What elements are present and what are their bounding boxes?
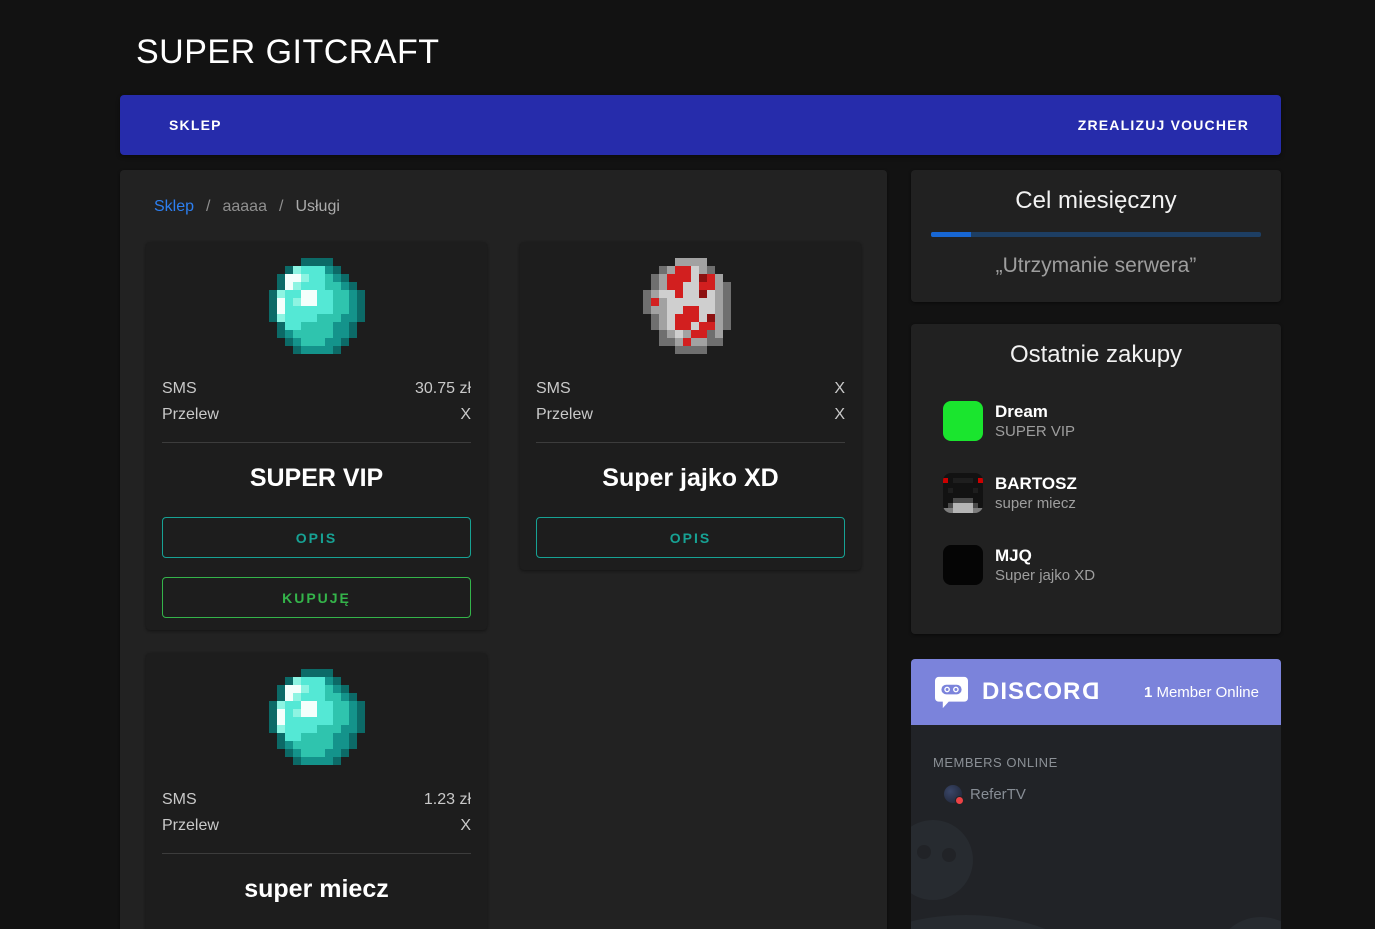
product-grid: SMS 30.75 zł Przelew X SUPER VIP OPIS KUPUJĘ…	[146, 242, 861, 929]
discord-member-row: ReferTV	[933, 785, 1259, 805]
members-online-list: ReferTV	[933, 785, 1259, 805]
breadcrumb-item-aaaaa: aaaaa	[222, 198, 267, 215]
member-status-dot	[955, 796, 964, 805]
opis-button[interactable]: OPIS	[162, 517, 471, 558]
payment-row: Przelew X	[528, 402, 853, 428]
purchase-row: BARTOSZ super miecz	[911, 473, 1281, 513]
payment-row: Przelew X	[154, 813, 479, 839]
purchase-row: Dream SUPER VIP	[911, 401, 1281, 441]
purchase-item-name: SUPER VIP	[995, 422, 1076, 440]
shop-panel: Sklep / aaaaa / Usługi SMS 30.75 zł Przelew X S…	[120, 170, 887, 929]
opis-button[interactable]: OPIS	[536, 517, 845, 558]
monthly-goal-card: Cel miesięczny „Utrzymanie serwera”	[911, 170, 1281, 302]
member-avatar	[944, 785, 964, 805]
nav-item-zrealizuj-voucher[interactable]: ZREALIZUJ VOUCHER	[1077, 117, 1249, 133]
product-buttons: OPIS KUPUJĘ	[154, 517, 479, 618]
product-title: super miecz	[244, 875, 389, 903]
payment-price-value: X	[834, 380, 845, 397]
breadcrumb-item-usługi: Usługi	[295, 198, 340, 215]
discord-widget: DISCORD 1 Member Online	[911, 659, 1281, 929]
payment-price-value: X	[834, 406, 845, 423]
payment-rows: SMS 30.75 zł Przelew X	[154, 376, 479, 428]
breadcrumb: Sklep / aaaaa / Usługi	[146, 198, 861, 216]
discord-logo-icon	[933, 676, 970, 709]
payment-rows: SMS X Przelew X	[528, 376, 853, 428]
top-nav: SKLEP ZREALIZUJ VOUCHER	[120, 95, 1281, 155]
purchase-row: MJQ Super jajko XD	[911, 545, 1281, 585]
breadcrumb-separator: /	[278, 198, 284, 215]
product-title: SUPER VIP	[249, 464, 384, 492]
purchase-player-name: MJQ	[995, 545, 1032, 565]
recent-purchases-card: Ostatnie zakupy Dream SUPER VIP BARTOSZ …	[911, 324, 1281, 634]
payment-price-value: X	[460, 406, 471, 423]
recent-purchases-title: Ostatnie zakupy	[1009, 341, 1183, 368]
product-card: SMS X Przelew X Super jajko XD OPIS	[520, 242, 861, 570]
player-avatar	[943, 473, 983, 513]
recent-purchases-list: Dream SUPER VIP BARTOSZ super miecz MJQ …	[911, 401, 1281, 585]
goal-progress-fill	[931, 232, 971, 237]
breadcrumb-item-sklep[interactable]: Sklep	[154, 198, 195, 215]
payment-method-label: SMS	[536, 380, 571, 397]
payment-row: SMS X	[528, 376, 853, 402]
payment-row: SMS 1.23 zł	[154, 787, 479, 813]
goal-progress-bar	[931, 232, 1261, 237]
payment-rows: SMS 1.23 zł Przelew X	[154, 787, 479, 839]
card-divider	[162, 853, 471, 854]
breadcrumb-separator: /	[206, 198, 211, 215]
payment-row: SMS 30.75 zł	[154, 376, 479, 402]
product-card: SMS 1.23 zł Przelew X super miecz	[146, 653, 487, 929]
product-buttons: OPIS	[528, 517, 853, 558]
diamond-image	[268, 669, 365, 765]
payment-method-label: Przelew	[162, 406, 219, 423]
payment-row: Przelew X	[154, 402, 479, 428]
nav-item-sklep[interactable]: SKLEP	[169, 117, 222, 133]
card-divider	[162, 442, 471, 443]
page-title: SUPER GITCRAFT	[136, 33, 440, 71]
player-avatar	[943, 545, 983, 585]
product-title: Super jajko XD	[602, 464, 779, 492]
payment-price-value: 30.75 zł	[414, 380, 471, 397]
members-online-header: MEMBERS ONLINE	[933, 755, 1058, 770]
payment-method-label: SMS	[162, 791, 197, 808]
member-name: ReferTV	[970, 785, 1026, 803]
discord-online-count: 1 Member Online	[1143, 683, 1259, 701]
goal-label: „Utrzymanie serwera”	[995, 254, 1197, 277]
purchase-item-name: super miecz	[995, 494, 1076, 512]
sidebar: Cel miesięczny „Utrzymanie serwera” Osta…	[911, 170, 1281, 929]
kupuje-button[interactable]: KUPUJĘ	[162, 577, 471, 618]
card-divider	[536, 442, 845, 443]
player-avatar	[943, 401, 983, 441]
purchase-player-name: Dream	[995, 401, 1048, 421]
monthly-goal-title: Cel miesięczny	[1015, 187, 1177, 214]
payment-method-label: Przelew	[536, 406, 593, 423]
payment-method-label: SMS	[162, 380, 197, 397]
diamond-image	[268, 258, 365, 354]
discord-widget-body: MEMBERS ONLINE ReferTV	[911, 725, 1281, 929]
payment-price-value: 1.23 zł	[423, 791, 471, 808]
purchase-player-name: BARTOSZ	[995, 473, 1077, 493]
payment-price-value: X	[460, 817, 471, 834]
spawn-egg-image	[642, 258, 739, 354]
purchase-item-name: Super jajko XD	[995, 566, 1096, 584]
payment-method-label: Przelew	[162, 817, 219, 834]
product-card: SMS 30.75 zł Przelew X SUPER VIP OPIS KUPUJĘ	[146, 242, 487, 630]
discord-widget-header: DISCORD 1 Member Online	[911, 659, 1281, 725]
discord-wordmark: DISCORD	[982, 678, 1100, 705]
